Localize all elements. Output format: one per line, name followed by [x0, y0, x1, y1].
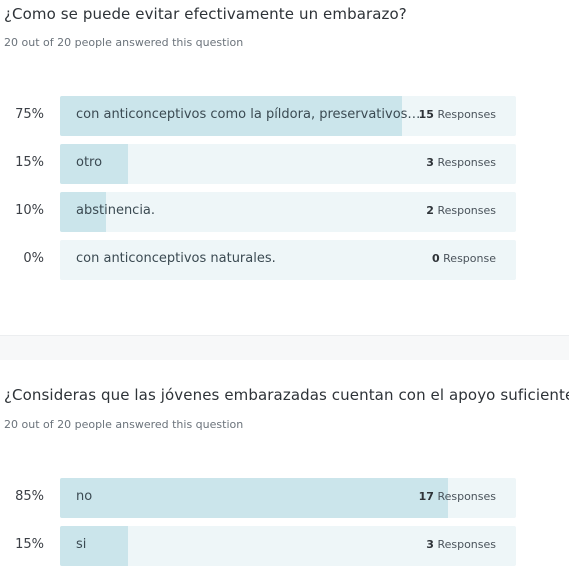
answer-count-number: 3	[426, 538, 434, 551]
answer-percent: 15%	[15, 537, 44, 552]
answer-count-unit: Response	[443, 252, 496, 265]
answer-count: 17 Responses	[419, 490, 496, 503]
question-response-summary: 20 out of 20 people answered this questi…	[4, 418, 244, 431]
answer-bar: si 3 Responses	[60, 526, 516, 566]
answer-row: 75% con anticonceptivos como la píldora,…	[0, 96, 569, 136]
answer-bar: otro 3 Responses	[60, 144, 516, 184]
answer-label: no	[76, 489, 93, 504]
answer-bar-fill	[60, 478, 448, 518]
answer-bar-fill	[60, 144, 129, 184]
section-divider	[0, 335, 569, 360]
answer-bar: abstinencia. 2 Responses	[60, 192, 516, 232]
answer-bar-fill	[60, 96, 402, 136]
answer-percent: 0%	[23, 251, 44, 266]
answer-row: 10% abstinencia. 2 Responses	[0, 192, 569, 232]
answer-percent: 15%	[15, 155, 44, 170]
question-title: ¿Consideras que las jóvenes embarazadas …	[4, 386, 569, 404]
answer-label: si	[76, 537, 87, 552]
answer-percent: 75%	[15, 107, 44, 122]
answer-bar: no 17 Responses	[60, 478, 516, 518]
answer-bar: con anticonceptivos naturales. 0 Respons…	[60, 240, 516, 280]
answer-count-unit: Responses	[437, 490, 496, 503]
answer-count: 2 Responses	[426, 204, 496, 217]
answer-percent: 85%	[15, 489, 44, 504]
answer-bar-fill	[60, 192, 106, 232]
answer-count: 3 Responses	[426, 156, 496, 169]
answer-count-unit: Responses	[437, 538, 496, 551]
answer-count-number: 2	[426, 204, 434, 217]
answer-count-number: 3	[426, 156, 434, 169]
answer-row: 85% no 17 Responses	[0, 478, 569, 518]
answer-count: 0 Response	[432, 252, 496, 265]
question-response-summary: 20 out of 20 people answered this questi…	[4, 36, 244, 49]
answer-label: abstinencia.	[76, 203, 156, 218]
answer-row: 0% con anticonceptivos naturales. 0 Resp…	[0, 240, 569, 280]
answer-count-unit: Responses	[437, 108, 496, 121]
question-card-1: ¿Como se puede evitar efectivamente un e…	[0, 5, 569, 280]
answer-label: con anticonceptivos como la píldora, pre…	[76, 107, 421, 122]
answer-count-number: 17	[418, 490, 434, 503]
answer-count-unit: Responses	[437, 156, 496, 169]
answer-percent: 10%	[15, 203, 44, 218]
answer-label: con anticonceptivos naturales.	[76, 251, 276, 266]
answer-count: 15 Responses	[419, 108, 496, 121]
answer-bar: con anticonceptivos como la píldora, pre…	[60, 96, 516, 136]
question-card-2: ¿Consideras que las jóvenes embarazadas …	[0, 360, 569, 575]
answer-bar-fill	[60, 526, 129, 566]
answer-row: 15% si 3 Responses	[0, 526, 569, 566]
answer-row: 15% otro 3 Responses	[0, 144, 569, 184]
answer-count-number: 0	[432, 252, 440, 265]
question-title: ¿Como se puede evitar efectivamente un e…	[4, 5, 407, 23]
answer-label: otro	[76, 155, 103, 170]
answer-count: 3 Responses	[426, 538, 496, 551]
answer-count-unit: Responses	[437, 204, 496, 217]
answer-count-number: 15	[418, 108, 434, 121]
